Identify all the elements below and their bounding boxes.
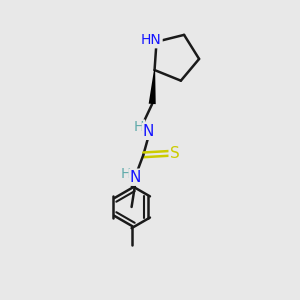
Text: S: S bbox=[170, 146, 179, 161]
Text: N: N bbox=[130, 170, 141, 185]
Text: H: H bbox=[134, 121, 144, 134]
Text: HN: HN bbox=[141, 33, 162, 47]
Polygon shape bbox=[149, 70, 156, 104]
Text: N: N bbox=[143, 124, 154, 139]
Text: H: H bbox=[121, 167, 131, 181]
